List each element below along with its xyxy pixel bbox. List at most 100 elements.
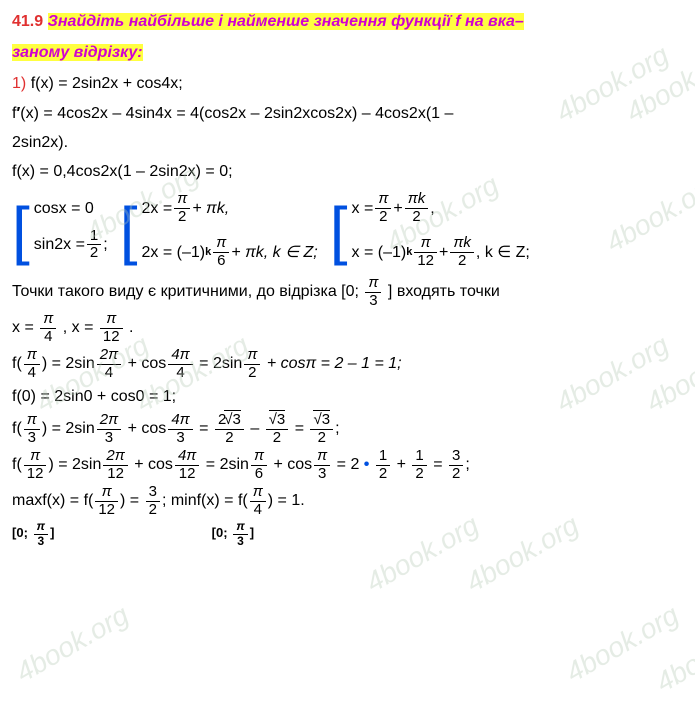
- problem-number: 41.9: [12, 13, 43, 30]
- denominator: 3: [97, 430, 121, 447]
- text: f(: [12, 355, 22, 372]
- fraction: π12: [95, 484, 118, 518]
- denominator: 3: [314, 466, 330, 483]
- bracket-system: [ cosx = 0 sin2x = 12 ; [ 2x = π2 + πk, …: [12, 191, 683, 269]
- fraction: π3: [365, 275, 381, 309]
- text: ]: [50, 525, 54, 540]
- watermark: 4book.org: [6, 592, 138, 695]
- numerator: π: [414, 235, 437, 253]
- text: +: [393, 199, 402, 218]
- numerator: πk: [405, 191, 429, 209]
- fraction: 12: [376, 448, 390, 482]
- text: ;: [335, 421, 339, 438]
- numerator: π: [250, 484, 266, 502]
- text: 2x = π2 + πk,: [142, 191, 318, 225]
- text: + πk,: [192, 199, 229, 218]
- fraction: π4: [250, 484, 266, 518]
- fraction: πk2: [405, 191, 429, 225]
- text: ; minf(x) = f(: [162, 493, 248, 510]
- fraction: √32: [266, 412, 289, 446]
- denominator: 12: [414, 253, 437, 270]
- line-10: f(π12) = 2sin2π12 + cos4π12 = 2sinπ6 + c…: [12, 448, 683, 482]
- denominator: 6: [213, 253, 229, 270]
- numerator: π: [314, 448, 330, 466]
- numerator: 1: [376, 448, 390, 466]
- numerator: 1: [87, 228, 101, 246]
- numerator: 4π: [175, 448, 199, 466]
- numerator: π: [213, 235, 229, 253]
- denominator: 2: [405, 209, 429, 226]
- text: + cosπ = 2 – 1 = 1;: [262, 355, 401, 372]
- text: –: [246, 421, 264, 438]
- text: + cos: [123, 355, 166, 372]
- numerator: π: [24, 448, 47, 466]
- denominator: 3: [24, 430, 40, 447]
- numerator: πk: [450, 235, 474, 253]
- line-12: [0; π3] [0; π3]: [12, 520, 683, 547]
- text: 2x = (–1)k π6 + πk, k ∈ Z;: [142, 235, 318, 269]
- text: = 2: [332, 457, 364, 474]
- text: 2x =: [142, 199, 173, 218]
- denominator: 2: [244, 365, 260, 382]
- line-5: Точки такого виду є критичними, до відрі…: [12, 275, 683, 309]
- text: =: [195, 421, 213, 438]
- text: k: [406, 246, 412, 258]
- fraction: 32: [146, 484, 160, 518]
- numerator: 4π: [168, 347, 192, 365]
- fraction: 2π3: [97, 412, 121, 446]
- numerator: π: [40, 311, 56, 329]
- text: f(: [12, 457, 22, 474]
- fraction: π3: [233, 520, 248, 547]
- numerator: 1: [412, 448, 426, 466]
- text: ) = 2sin: [42, 421, 95, 438]
- fraction: π12: [24, 448, 47, 482]
- text: x = (–1): [352, 243, 407, 262]
- denominator: 3: [233, 535, 248, 548]
- fraction: π4: [24, 347, 40, 381]
- fraction: 4π3: [168, 412, 192, 446]
- numerator: π: [95, 484, 118, 502]
- line-9: f(π3) = 2sin2π3 + cos4π3 = 2√32 – √32 = …: [12, 412, 683, 446]
- text: + cos: [269, 457, 312, 474]
- fraction: π6: [251, 448, 267, 482]
- text: ) = 2sin: [48, 457, 101, 474]
- text: ,: [430, 199, 434, 218]
- denominator: 2: [310, 430, 333, 447]
- text: ] входять точки: [388, 283, 500, 300]
- line-11: maxf(x) = f(π12) = 32; minf(x) = f(π4) =…: [12, 484, 683, 518]
- numerator: 3: [449, 448, 463, 466]
- numerator: 4π: [168, 412, 192, 430]
- numerator: π: [251, 448, 267, 466]
- text: +: [439, 243, 448, 262]
- line-1: 1) f(x) = 2sin2x + cos4x;: [12, 70, 683, 97]
- text: +: [392, 457, 410, 474]
- problem-title-2: заному відрізку:: [12, 44, 143, 61]
- denominator: 3: [365, 293, 381, 310]
- text: f(0) = 2sin0 + cos0 = 1;: [12, 388, 176, 405]
- watermark: 4book.org: [646, 602, 695, 705]
- text: cosx = 0: [34, 199, 108, 218]
- denominator: 4: [40, 329, 56, 346]
- text: ;: [103, 235, 107, 254]
- numerator: π: [244, 347, 260, 365]
- sub-label: 1): [12, 75, 26, 92]
- numerator: π: [100, 311, 123, 329]
- text: =: [429, 457, 447, 474]
- fraction: π2: [375, 191, 391, 225]
- text: 2sin2x).: [12, 134, 68, 151]
- text: ) = 1.: [268, 493, 305, 510]
- line-8: f(0) = 2sin0 + cos0 = 1;: [12, 383, 683, 410]
- text: ;: [465, 457, 469, 474]
- numerator: 2√3: [215, 412, 244, 430]
- denominator: 2: [266, 430, 289, 447]
- numerator: π: [365, 275, 381, 293]
- denominator: 2: [87, 245, 101, 262]
- denominator: 3: [168, 430, 192, 447]
- fraction: π2: [174, 191, 190, 225]
- fraction: π3: [314, 448, 330, 482]
- numerator: π: [24, 347, 40, 365]
- bracket-icon: [: [120, 205, 138, 256]
- fraction: π2: [244, 347, 260, 381]
- fraction: π3: [34, 520, 49, 547]
- numerator: π: [375, 191, 391, 209]
